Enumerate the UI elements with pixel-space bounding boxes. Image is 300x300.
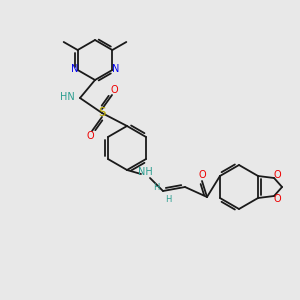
- Text: N: N: [112, 64, 119, 74]
- Text: H: H: [153, 182, 159, 191]
- Text: O: O: [86, 131, 94, 141]
- Text: N: N: [71, 64, 78, 74]
- Text: O: O: [198, 170, 206, 180]
- Text: S: S: [98, 106, 106, 119]
- Text: O: O: [110, 85, 118, 95]
- Text: HN: HN: [60, 92, 75, 102]
- Text: NH: NH: [138, 167, 152, 177]
- Text: O: O: [273, 194, 281, 204]
- Text: H: H: [165, 194, 171, 203]
- Text: O: O: [273, 170, 281, 180]
